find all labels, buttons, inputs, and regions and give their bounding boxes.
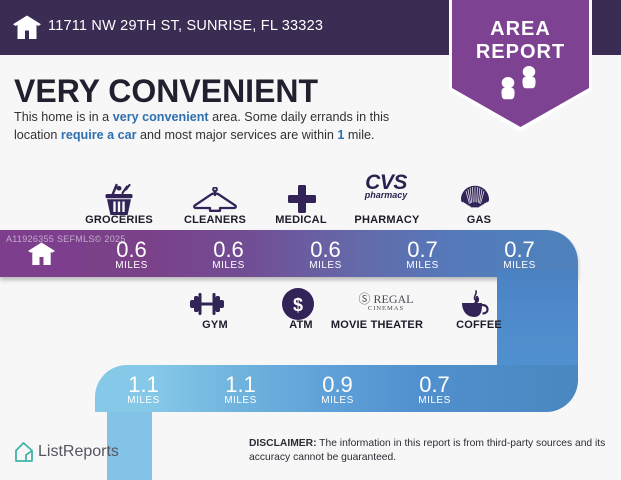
- svg-text:$: $: [293, 295, 303, 315]
